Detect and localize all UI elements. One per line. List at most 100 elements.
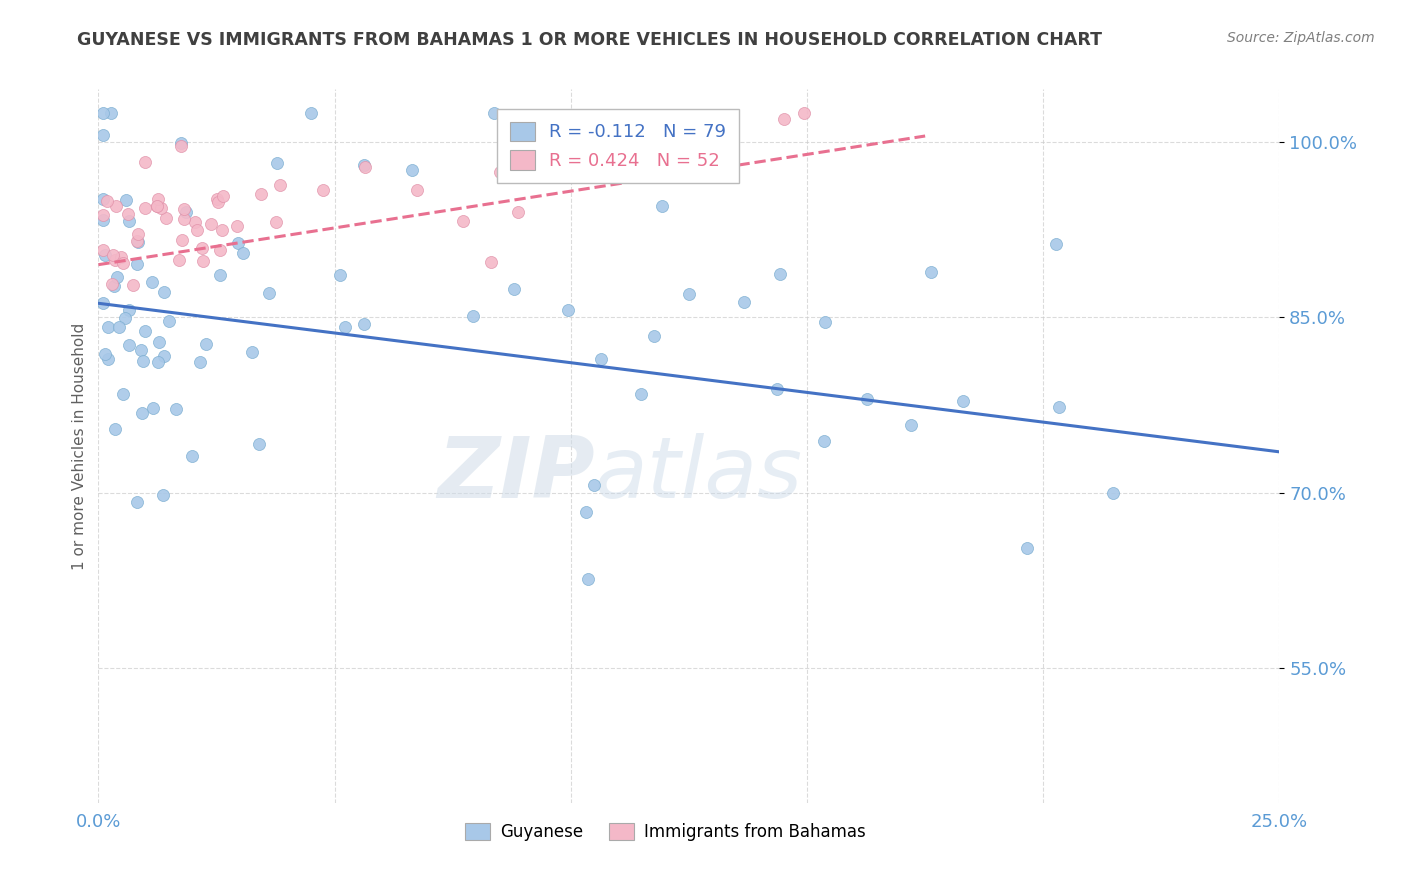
Text: ZIP: ZIP bbox=[437, 433, 595, 516]
Point bbox=[264, 215, 287, 229]
Point bbox=[195, 337, 218, 351]
Point bbox=[100, 105, 122, 120]
Point bbox=[773, 112, 796, 127]
Point bbox=[152, 488, 174, 502]
Point bbox=[111, 387, 134, 401]
Point bbox=[125, 257, 148, 271]
Point bbox=[651, 199, 673, 213]
Point bbox=[1101, 485, 1123, 500]
Point bbox=[513, 141, 536, 155]
Point bbox=[769, 267, 792, 281]
Point bbox=[180, 449, 202, 463]
Point bbox=[114, 310, 136, 325]
Point bbox=[117, 337, 139, 351]
Point bbox=[96, 194, 118, 208]
Point bbox=[170, 138, 193, 153]
Point bbox=[170, 233, 193, 247]
Point bbox=[406, 183, 429, 197]
Point bbox=[105, 198, 128, 212]
Point bbox=[125, 495, 148, 509]
Point bbox=[103, 279, 125, 293]
Point bbox=[148, 334, 170, 349]
Point bbox=[170, 136, 193, 150]
Point bbox=[146, 355, 169, 369]
Point bbox=[353, 317, 375, 331]
Legend: Guyanese, Immigrants from Bahamas: Guyanese, Immigrants from Bahamas bbox=[458, 816, 872, 848]
Point bbox=[129, 343, 152, 357]
Point bbox=[814, 315, 837, 329]
Point bbox=[582, 477, 605, 491]
Point bbox=[184, 214, 207, 228]
Point bbox=[401, 163, 423, 178]
Point bbox=[155, 211, 177, 226]
Point bbox=[146, 199, 169, 213]
Point bbox=[482, 105, 505, 120]
Point bbox=[557, 302, 579, 317]
Point bbox=[353, 160, 375, 174]
Point bbox=[94, 248, 117, 262]
Point bbox=[134, 324, 156, 338]
Y-axis label: 1 or more Vehicles in Household: 1 or more Vehicles in Household bbox=[72, 322, 87, 570]
Point bbox=[299, 105, 322, 120]
Point bbox=[269, 178, 291, 192]
Point bbox=[146, 193, 169, 207]
Point bbox=[333, 320, 356, 334]
Point bbox=[479, 255, 502, 269]
Point bbox=[134, 201, 156, 215]
Point bbox=[451, 214, 474, 228]
Text: Source: ZipAtlas.com: Source: ZipAtlas.com bbox=[1227, 31, 1375, 45]
Point bbox=[720, 142, 742, 156]
Point bbox=[173, 211, 195, 226]
Point bbox=[114, 193, 136, 207]
Point bbox=[91, 105, 114, 120]
Point bbox=[141, 275, 163, 289]
Point bbox=[112, 255, 135, 269]
Point bbox=[107, 270, 129, 285]
Point bbox=[211, 223, 233, 237]
Point bbox=[97, 320, 120, 334]
Point bbox=[157, 313, 180, 327]
Point bbox=[232, 245, 254, 260]
Point bbox=[174, 204, 197, 219]
Point bbox=[110, 251, 132, 265]
Point bbox=[117, 207, 139, 221]
Point bbox=[1047, 401, 1070, 415]
Point bbox=[793, 105, 815, 120]
Point bbox=[118, 303, 141, 318]
Point bbox=[643, 329, 665, 343]
Point bbox=[118, 214, 141, 228]
Point bbox=[312, 183, 335, 197]
Point bbox=[165, 401, 187, 416]
Point bbox=[97, 351, 120, 366]
Point bbox=[503, 282, 526, 296]
Point bbox=[103, 248, 125, 262]
Point bbox=[93, 192, 115, 206]
Point bbox=[488, 165, 510, 179]
Point bbox=[766, 382, 789, 396]
Point bbox=[94, 347, 117, 361]
Point bbox=[266, 156, 288, 170]
Point bbox=[1045, 237, 1067, 252]
Point bbox=[856, 392, 879, 406]
Point bbox=[678, 287, 700, 301]
Point bbox=[91, 295, 114, 310]
Point bbox=[200, 217, 222, 231]
Point bbox=[131, 406, 153, 420]
Text: atlas: atlas bbox=[595, 433, 803, 516]
Point bbox=[207, 195, 229, 210]
Point bbox=[127, 235, 149, 249]
Point bbox=[208, 268, 231, 282]
Point bbox=[630, 387, 652, 401]
Point bbox=[1015, 541, 1038, 555]
Point bbox=[813, 434, 835, 448]
Point bbox=[186, 223, 208, 237]
Point bbox=[104, 421, 127, 435]
Point bbox=[173, 202, 195, 216]
Point bbox=[644, 144, 666, 158]
Point bbox=[91, 213, 114, 227]
Point bbox=[134, 155, 156, 169]
Point bbox=[205, 192, 228, 206]
Point bbox=[149, 201, 172, 215]
Point bbox=[107, 320, 129, 334]
Point bbox=[153, 285, 176, 299]
